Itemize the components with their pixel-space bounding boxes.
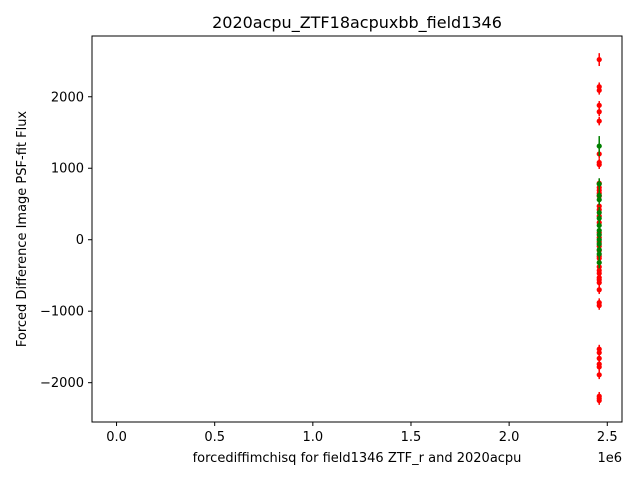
data-point [596, 287, 602, 293]
data-point [596, 87, 602, 93]
x-tick-label: 1.0 [302, 430, 323, 445]
chart-title: 2020acpu_ZTF18acpuxbb_field1346 [212, 13, 502, 33]
data-point [596, 350, 602, 356]
data-point [596, 181, 602, 187]
y-tick-label: −1000 [40, 305, 84, 320]
data-point [596, 162, 602, 168]
x-tick-label: 1.5 [401, 430, 422, 445]
y-tick-label: 0 [76, 233, 84, 248]
data-point [596, 364, 602, 370]
x-axis-label: forcediffimchisq for field1346 ZTF_r and… [193, 451, 522, 466]
y-axis-label: Forced Difference Image PSF-fit Flux [15, 111, 30, 348]
y-tick-label: 2000 [51, 90, 84, 105]
data-point [596, 251, 602, 257]
data-point [596, 397, 602, 404]
x-tick-label: 0.5 [204, 430, 225, 445]
plot-frame [91, 35, 623, 423]
data-point [596, 302, 602, 309]
data-point [596, 355, 602, 361]
data-point [596, 118, 602, 124]
data-point [596, 280, 602, 286]
x-tick-label: 0.0 [106, 430, 127, 445]
data-point [596, 143, 602, 149]
y-tick-label: 1000 [51, 162, 84, 177]
x-tick-label: 2.0 [499, 430, 520, 445]
y-axis-ticks: −2000 −1000 0 1000 2000 [40, 90, 92, 391]
x-axis-ticks: 0.0 0.5 1.0 1.5 2.0 2.5 [106, 422, 618, 445]
x-tick-label: 2.5 [597, 430, 618, 445]
data-point [596, 372, 602, 378]
data-marks [596, 53, 602, 405]
data-point [596, 56, 602, 63]
data-point [596, 197, 602, 203]
x-axis-offset-label: 1e6 [597, 451, 622, 466]
data-point [596, 215, 602, 221]
y-tick-label: −2000 [40, 376, 84, 391]
data-point [596, 259, 602, 266]
data-point [596, 102, 602, 108]
data-point [596, 109, 602, 115]
